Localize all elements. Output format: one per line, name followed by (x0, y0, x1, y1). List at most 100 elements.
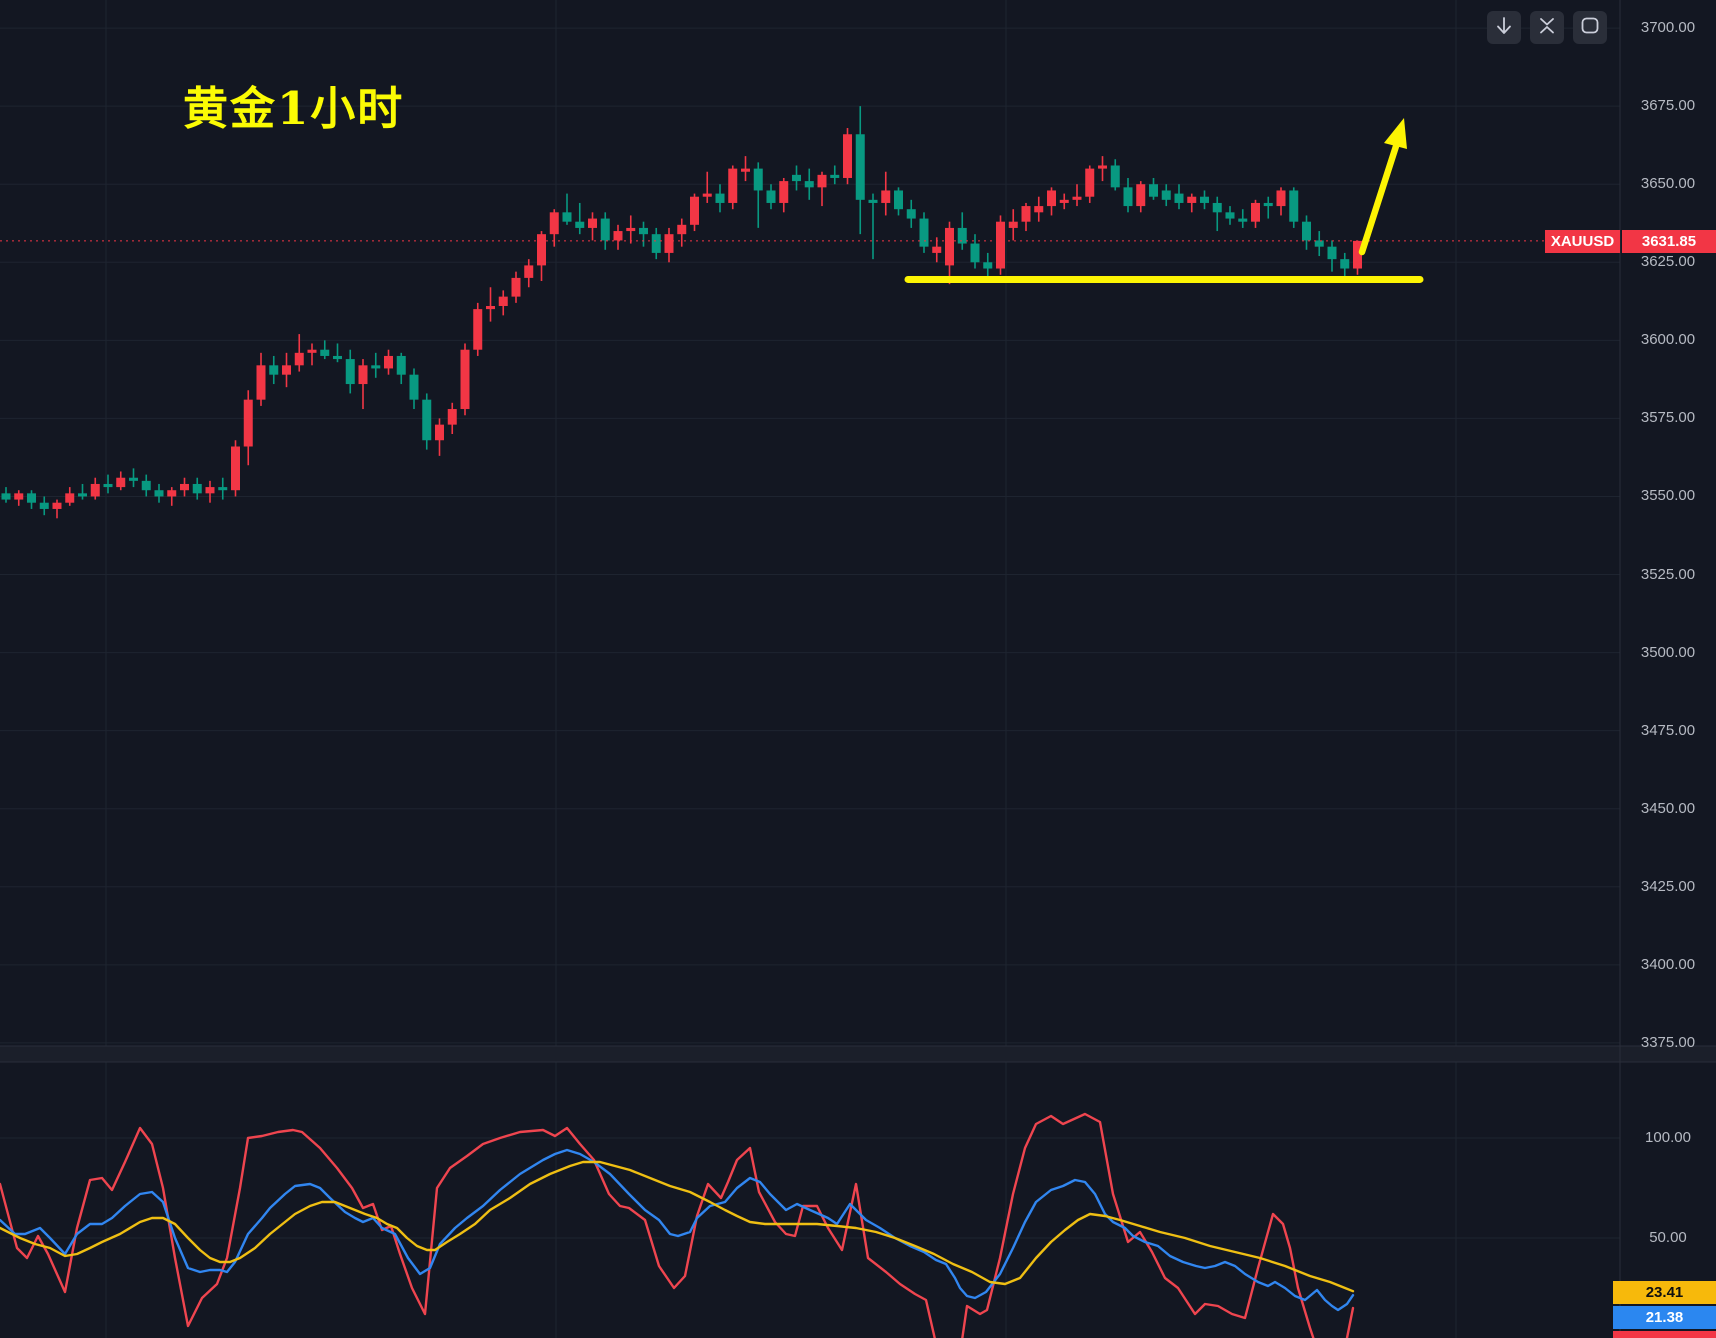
candle-body (129, 477, 138, 481)
candle-body (843, 134, 852, 178)
candle-body (1302, 221, 1311, 241)
last-price-badge: 3631.85 (1622, 230, 1716, 253)
candle-body (1276, 190, 1286, 207)
candle-body (1212, 202, 1222, 213)
candle-body (1174, 193, 1184, 203)
move-pane-down-button[interactable] (1487, 11, 1521, 44)
candle-body (779, 181, 789, 203)
candle-body (116, 477, 126, 488)
candle-body (345, 359, 355, 385)
candle-body (996, 221, 1005, 269)
candle-body (741, 168, 750, 172)
candle-body (970, 243, 980, 263)
candle-body (715, 193, 725, 203)
candle-body (460, 349, 470, 410)
candle-body (792, 174, 801, 182)
candle-body (957, 227, 967, 244)
candle-body (702, 193, 712, 197)
kdj-d-value-badge: 23.41 (1613, 1281, 1716, 1304)
candle-body (52, 502, 62, 509)
candle-body (1008, 221, 1018, 228)
candle-body (626, 227, 636, 232)
candle-body (473, 309, 483, 350)
candle-body (753, 168, 763, 191)
candle-body (549, 212, 559, 235)
candle-body (90, 483, 100, 497)
candle-body (728, 168, 738, 203)
candle-body (65, 493, 75, 503)
candle-body (1021, 206, 1031, 222)
candle-body (906, 209, 916, 219)
candle-body (371, 365, 381, 369)
candle-body (855, 134, 865, 200)
candle-body (1251, 202, 1260, 222)
pane-divider[interactable] (0, 1046, 1716, 1062)
candle-body (409, 374, 419, 400)
candle-body (269, 365, 279, 375)
candle-body (498, 296, 508, 306)
candle-body (664, 234, 674, 253)
candle-body (690, 196, 699, 225)
candle-body (804, 181, 814, 188)
candle-body (282, 365, 291, 375)
candle-body (562, 212, 572, 222)
candle-body (78, 493, 87, 497)
candle-body (1110, 165, 1120, 188)
up-arrow-head (1384, 118, 1407, 149)
candle-body (486, 305, 495, 310)
maximize-icon (1573, 9, 1607, 47)
candle-body (1161, 190, 1171, 200)
maximize-pane-button[interactable] (1573, 11, 1607, 44)
candle-body (1098, 165, 1107, 169)
collapse-pane-button[interactable] (1530, 11, 1564, 44)
candle-body (945, 227, 954, 266)
candle-body (830, 174, 840, 178)
candle-body (919, 218, 929, 247)
candle-body (103, 483, 113, 488)
candle-body (192, 483, 202, 494)
candle-body (447, 409, 457, 425)
candle-body (983, 262, 993, 269)
candle-body (511, 277, 521, 297)
candle-body (894, 190, 903, 210)
candle-body (881, 190, 891, 203)
kdj-d-line (0, 1160, 1355, 1293)
candle-body (396, 355, 406, 375)
candle-body (1340, 259, 1350, 269)
candle-body (613, 231, 623, 241)
candle-body (256, 365, 266, 400)
candle-body (1225, 212, 1235, 219)
candle-body (1, 493, 11, 500)
candle-body (243, 399, 253, 447)
candle-body (677, 224, 687, 235)
candle-body (588, 218, 597, 228)
candle-body (1327, 246, 1337, 260)
candle-body (294, 352, 304, 366)
candle-body (537, 234, 546, 266)
candle-body (384, 355, 393, 369)
candle-body (639, 227, 648, 235)
candle-body (1353, 240, 1362, 269)
candle-body (1263, 202, 1273, 207)
candle-body (39, 502, 49, 509)
candle-body (231, 446, 240, 491)
candle-body (1238, 218, 1248, 222)
candle-body (575, 221, 585, 228)
candle-body (651, 234, 661, 253)
candle-body (766, 190, 776, 203)
candle-body (307, 349, 317, 353)
candle-body (205, 487, 215, 494)
candle-body (333, 355, 342, 360)
up-arrow-shaft[interactable] (1358, 136, 1402, 256)
candle-body (1149, 184, 1158, 197)
candle-body (358, 365, 368, 385)
candle-body (27, 493, 36, 503)
candle-body (1059, 199, 1069, 203)
kdj-j-line (0, 1112, 1355, 1338)
collapse-icon (1530, 9, 1564, 47)
candle-body (817, 174, 827, 188)
candle-body (422, 399, 432, 441)
candle-body (1034, 206, 1044, 213)
